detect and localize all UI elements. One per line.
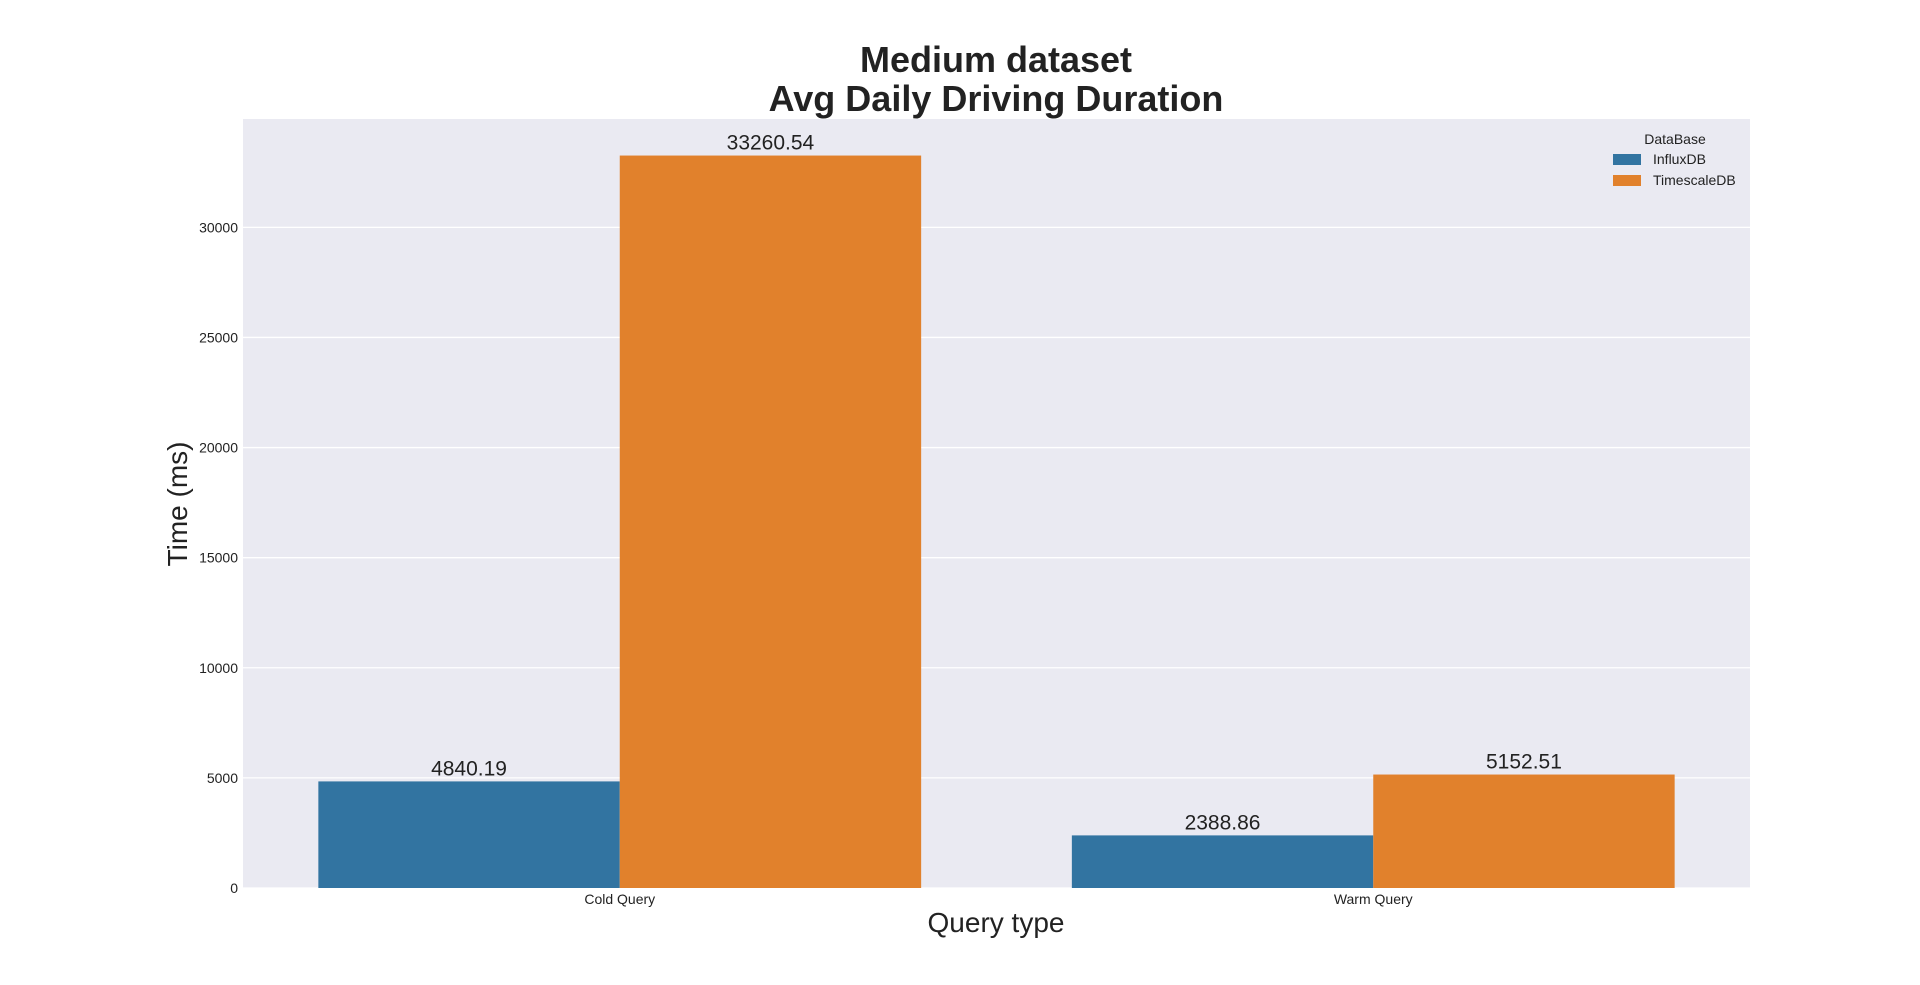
x-tick-label: Warm Query [1334, 891, 1413, 907]
bar-value-label: 4840.19 [431, 757, 507, 780]
bar-influxdb-cold-query [318, 781, 620, 888]
bar-value-label: 5152.51 [1486, 751, 1562, 774]
legend-label-timescaledb: TimescaleDB [1653, 172, 1736, 188]
legend-swatch-influxdb [1613, 154, 1641, 165]
chart-subtitle: Avg Daily Driving Duration [769, 78, 1224, 119]
y-axis-label: Time (ms) [162, 442, 193, 567]
y-tick-label: 15000 [199, 550, 238, 566]
bars [318, 155, 1675, 888]
bar-value-label: 2388.86 [1185, 811, 1261, 834]
bar-labels: 4840.19 33260.54 2388.86 5152.51 [431, 132, 1562, 835]
y-axis-ticks: 0 5000 10000 15000 20000 25000 30000 [199, 219, 238, 896]
y-tick-label: 20000 [199, 440, 238, 456]
y-tick-label: 30000 [199, 219, 238, 235]
bar-timescaledb-cold-query [619, 155, 922, 888]
chart-title: Medium dataset [860, 39, 1132, 80]
x-axis-ticks: Cold Query Warm Query [584, 891, 1412, 907]
bar-influxdb-warm-query [1071, 835, 1374, 888]
x-tick-label: Cold Query [584, 891, 655, 907]
y-tick-label: 0 [230, 880, 238, 896]
y-tick-label: 5000 [207, 770, 238, 786]
legend-label-influxdb: InfluxDB [1653, 151, 1706, 167]
y-tick-label: 25000 [199, 329, 238, 345]
plot-area [243, 119, 1750, 888]
legend-swatch-timescaledb [1613, 175, 1641, 186]
y-tick-label: 10000 [199, 660, 238, 676]
legend-title: DataBase [1644, 131, 1706, 147]
x-axis-label: Query type [928, 907, 1065, 938]
bar-timescaledb-warm-query [1373, 774, 1675, 888]
legend: DataBase InfluxDB TimescaleDB [1613, 131, 1736, 188]
bar-value-label: 33260.54 [727, 132, 815, 155]
